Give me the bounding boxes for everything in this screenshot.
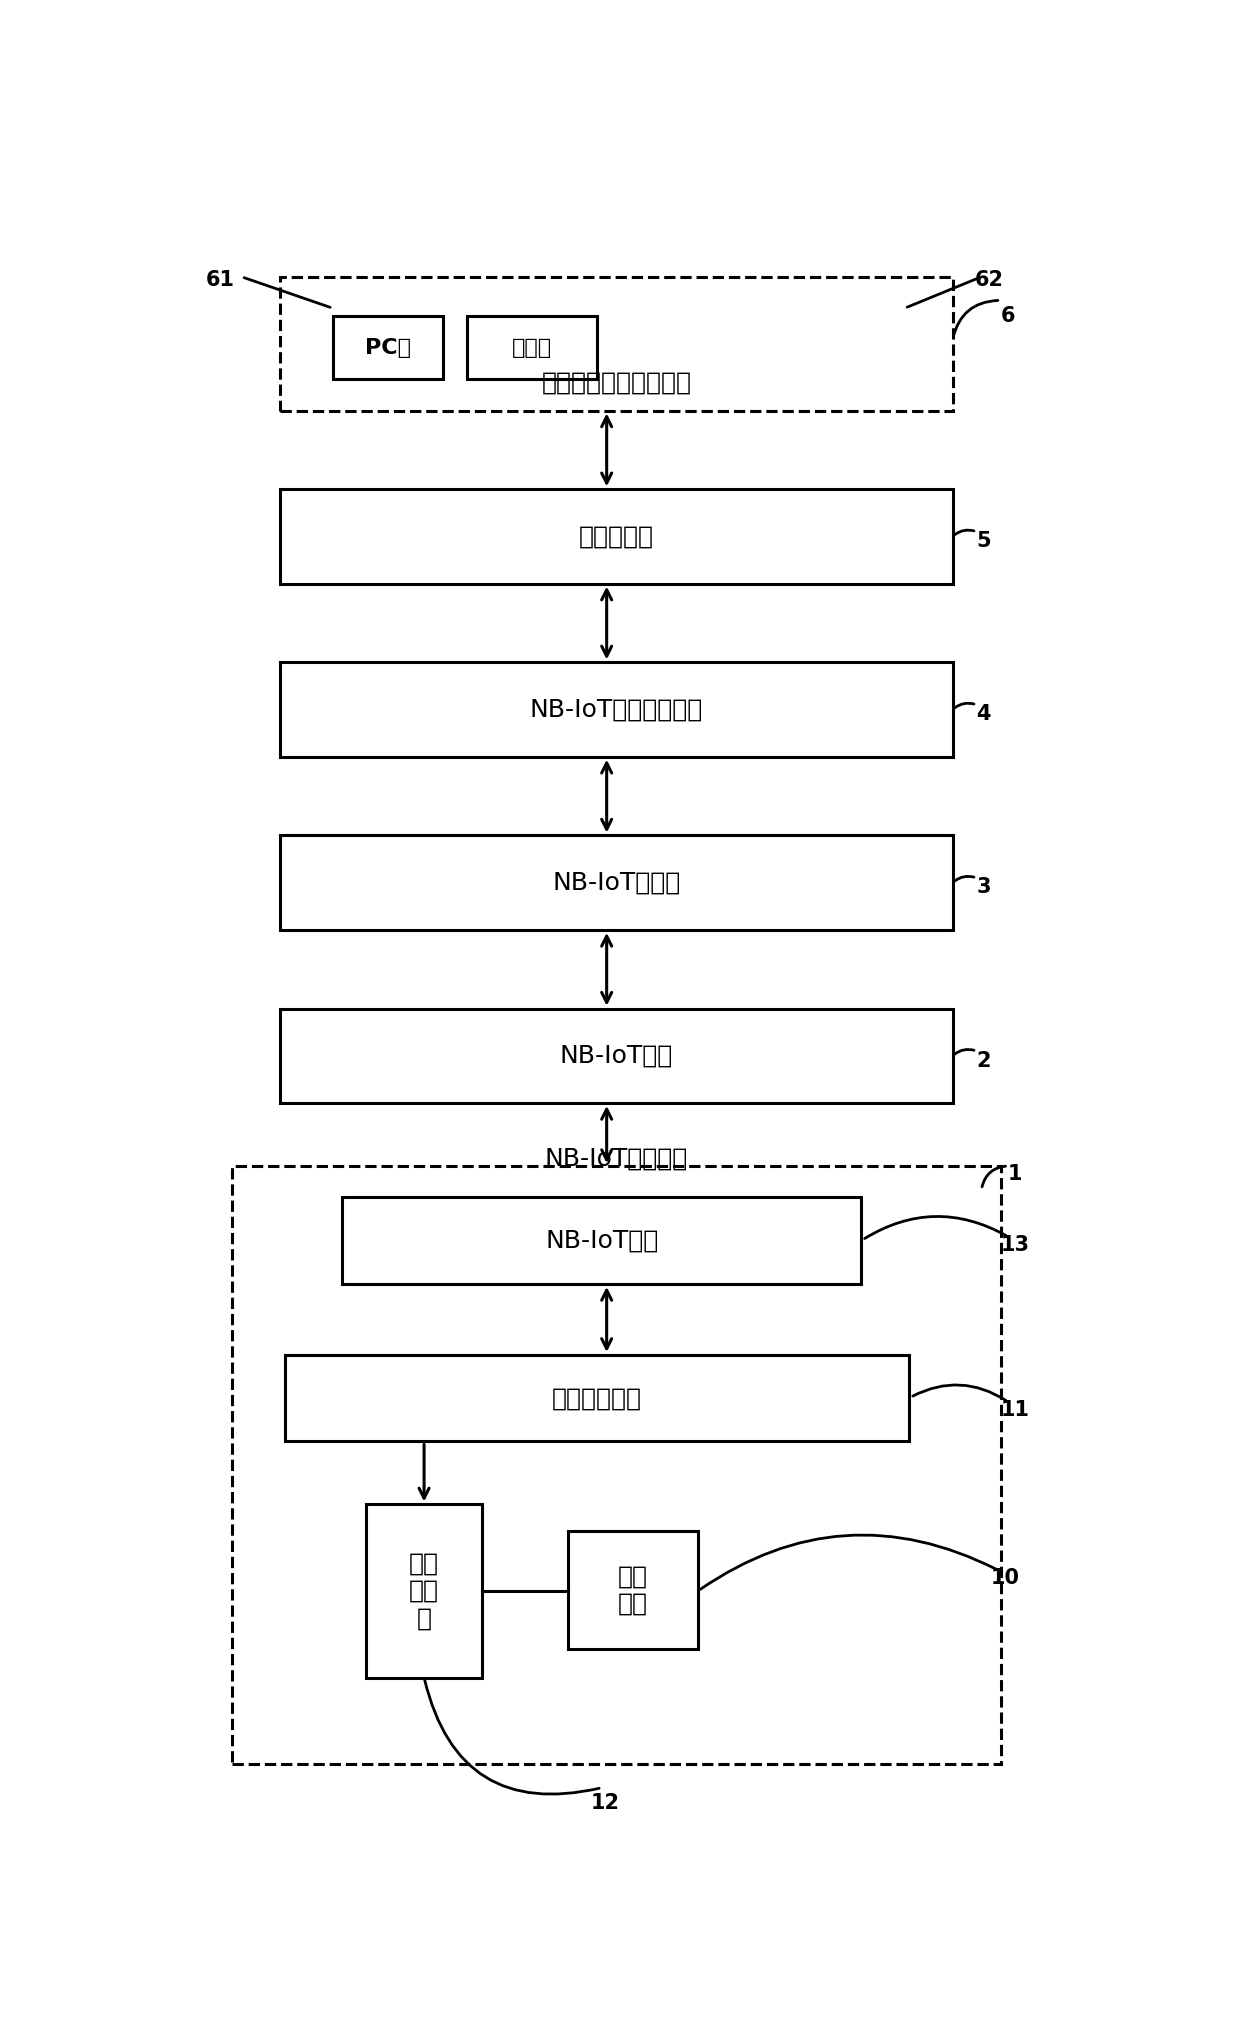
Text: 应用服务器: 应用服务器 — [579, 525, 653, 548]
Text: NB-IoT终端: NB-IoT终端 — [546, 1228, 658, 1253]
Text: 4: 4 — [976, 705, 991, 724]
Bar — [342, 1198, 862, 1284]
Bar — [285, 1355, 909, 1441]
Text: 61: 61 — [206, 270, 234, 290]
Text: 粉尘
传感
器: 粉尘 传感 器 — [409, 1551, 439, 1631]
Bar — [232, 1165, 1001, 1764]
Text: 11: 11 — [1001, 1400, 1029, 1421]
Text: NB-IoT核心网: NB-IoT核心网 — [552, 871, 681, 895]
Text: 计时
模块: 计时 模块 — [618, 1564, 649, 1617]
Text: 1: 1 — [1008, 1163, 1022, 1183]
Text: 6: 6 — [1001, 307, 1016, 327]
Bar — [280, 276, 952, 411]
Bar — [280, 662, 952, 756]
Text: 10: 10 — [991, 1568, 1021, 1588]
Text: PC端: PC端 — [365, 337, 410, 358]
Text: 12: 12 — [590, 1793, 619, 1813]
Bar — [367, 1504, 481, 1678]
Text: 粉尘信息监测报警平台: 粉尘信息监测报警平台 — [542, 370, 691, 394]
Bar — [467, 317, 596, 378]
Text: 3: 3 — [976, 877, 991, 897]
Text: 5: 5 — [976, 531, 991, 552]
Text: 62: 62 — [975, 270, 1003, 290]
Bar — [568, 1531, 698, 1650]
Text: NB-IoT终端设备: NB-IoT终端设备 — [544, 1147, 688, 1169]
Bar — [280, 1008, 952, 1104]
Text: 2: 2 — [976, 1051, 991, 1071]
Bar — [280, 836, 952, 930]
Bar — [280, 489, 952, 585]
Bar — [332, 317, 444, 378]
Text: NB-IoT基站: NB-IoT基站 — [559, 1044, 673, 1067]
Text: NB-IoT联接管理平台: NB-IoT联接管理平台 — [529, 697, 703, 722]
Text: 数据处理模块: 数据处理模块 — [552, 1386, 642, 1410]
Text: 13: 13 — [1001, 1235, 1029, 1255]
Text: 手机端: 手机端 — [512, 337, 552, 358]
